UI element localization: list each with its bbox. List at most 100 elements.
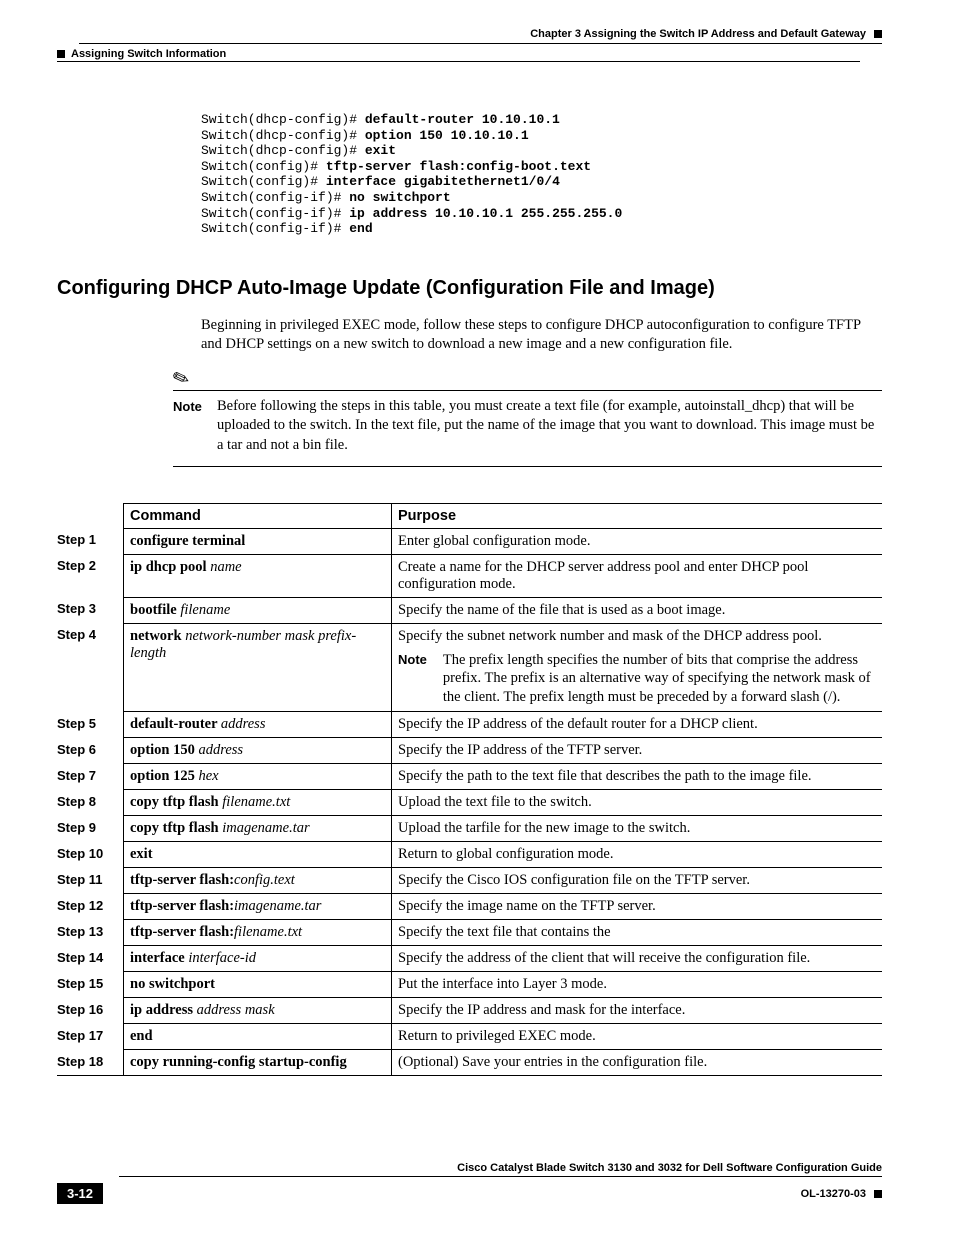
command-italic: config.text xyxy=(234,872,295,888)
purpose-text: Specify the image name on the TFTP serve… xyxy=(398,898,876,915)
purpose-cell: Specify the IP address and mask for the … xyxy=(392,998,883,1024)
command-cell: network network-number mask prefix-lengt… xyxy=(124,623,392,712)
purpose-cell: Upload the tarfile for the new image to … xyxy=(392,816,883,842)
table-row: Step 8copy tftp flash filename.txtUpload… xyxy=(57,790,882,816)
command-cell: default-router address xyxy=(124,712,392,738)
note-block: ✎ Note Before following the steps in thi… xyxy=(173,369,882,467)
purpose-text: Upload the text file to the switch. xyxy=(398,794,876,811)
purpose-cell: Put the interface into Layer 3 mode. xyxy=(392,972,883,998)
purpose-text: Create a name for the DHCP server addres… xyxy=(398,559,876,593)
table-row: Step 4network network-number mask prefix… xyxy=(57,623,882,712)
command-cell: end xyxy=(124,1024,392,1050)
table-row: Step 3bootfile filenameSpecify the name … xyxy=(57,597,882,623)
section-heading: Configuring DHCP Auto-Image Update (Conf… xyxy=(57,277,882,300)
table-header-command: Command xyxy=(124,503,392,528)
intro-paragraph: Beginning in privileged EXEC mode, follo… xyxy=(201,316,882,355)
step-label: Step 14 xyxy=(57,946,124,972)
table-row: Step 15no switchport Put the interface in… xyxy=(57,972,882,998)
command-cell: copy running-config startup-config xyxy=(124,1050,392,1076)
footer-square-icon xyxy=(874,1190,882,1198)
step-label: Step 5 xyxy=(57,712,124,738)
code-cmd: interface gigabitethernet1/0/4 xyxy=(326,174,560,189)
step-label: Step 7 xyxy=(57,764,124,790)
step-label: Step 8 xyxy=(57,790,124,816)
step-label: Step 11 xyxy=(57,868,124,894)
step-label: Step 18 xyxy=(57,1050,124,1076)
command-cell: tftp-server flash:imagename.tar xyxy=(124,894,392,920)
command-bold: ip dhcp pool xyxy=(130,559,210,575)
purpose-text: Return to privileged EXEC mode. xyxy=(398,1028,876,1045)
step-label: Step 6 xyxy=(57,738,124,764)
table-row: Step 5default-router addressSpecify the … xyxy=(57,712,882,738)
code-prompt: Switch(config)# xyxy=(201,159,326,174)
step-label: Step 1 xyxy=(57,528,124,554)
command-bold: bootfile xyxy=(130,602,180,618)
code-prompt: Switch(config-if)# xyxy=(201,206,349,221)
purpose-text: Upload the tarfile for the new image to … xyxy=(398,820,876,837)
purpose-cell: Enter global configuration mode. xyxy=(392,528,883,554)
purpose-cell: Specify the text file that contains the xyxy=(392,920,883,946)
purpose-cell: Specify the subnet network number and ma… xyxy=(392,623,883,712)
command-bold: end xyxy=(130,1028,153,1044)
step-label: Step 16 xyxy=(57,998,124,1024)
purpose-text: (Optional) Save your entries in the conf… xyxy=(398,1054,876,1071)
code-prompt: Switch(dhcp-config)# xyxy=(201,143,365,158)
purpose-cell: Create a name for the DHCP server addres… xyxy=(392,554,883,597)
code-cmd: no switchport xyxy=(349,190,450,205)
command-italic: filename xyxy=(180,602,230,618)
purpose-text: Specify the path to the text file that d… xyxy=(398,768,876,785)
purpose-cell: Specify the name of the file that is use… xyxy=(392,597,883,623)
steps-table: Command Purpose Step 1 configure terminal… xyxy=(57,503,882,1077)
header-rule xyxy=(79,43,882,44)
command-italic: imagename.tar xyxy=(234,898,321,914)
command-italic: imagename.tar xyxy=(222,820,309,836)
footer-title: Cisco Catalyst Blade Switch 3130 and 303… xyxy=(457,1162,882,1174)
purpose-text: Specify the subnet network number and ma… xyxy=(398,628,876,645)
command-bold: copy running-config startup-config xyxy=(130,1054,347,1070)
purpose-text: Specify the name of the file that is use… xyxy=(398,602,876,619)
command-cell: no switchport xyxy=(124,972,392,998)
section-rule xyxy=(57,61,860,62)
command-cell: bootfile filename xyxy=(124,597,392,623)
note-label: Note xyxy=(173,397,205,456)
step-label: Step 10 xyxy=(57,842,124,868)
code-block: Switch(dhcp-config)# default-router 10.1… xyxy=(201,112,882,237)
step-label: Step 4 xyxy=(57,623,124,712)
purpose-note-label: Note xyxy=(398,651,427,708)
purpose-cell: Specify the Cisco IOS configuration file… xyxy=(392,868,883,894)
table-row: Step 10exitReturn to global configuratio… xyxy=(57,842,882,868)
chapter-label: Chapter 3 Assigning the Switch IP Addres… xyxy=(530,28,866,40)
table-row: Step 9copy tftp flash imagename.tarUploa… xyxy=(57,816,882,842)
running-header: Chapter 3 Assigning the Switch IP Addres… xyxy=(57,28,882,40)
note-top-rule xyxy=(173,390,882,391)
code-prompt: Switch(dhcp-config)# xyxy=(201,128,365,143)
table-header-purpose: Purpose xyxy=(392,503,883,528)
step-label: Step 2 xyxy=(57,554,124,597)
command-cell: option 150 address xyxy=(124,738,392,764)
step-label: Step 17 xyxy=(57,1024,124,1050)
purpose-text: Specify the Cisco IOS configuration file… xyxy=(398,872,876,889)
page: Chapter 3 Assigning the Switch IP Addres… xyxy=(0,0,954,1232)
command-bold: option 150 xyxy=(130,742,199,758)
command-bold: copy tftp flash xyxy=(130,794,222,810)
doc-id: OL-13270-03 xyxy=(801,1188,866,1200)
command-bold: configure terminal xyxy=(130,533,245,549)
purpose-text: Specify the text file that contains the xyxy=(398,924,876,941)
purpose-cell: Upload the text file to the switch. xyxy=(392,790,883,816)
command-italic: name xyxy=(210,559,241,575)
code-cmd: end xyxy=(349,221,372,236)
table-row: Step 17 end Return to privileged EXEC mode… xyxy=(57,1024,882,1050)
code-cmd: exit xyxy=(365,143,396,158)
page-number-badge: 3-12 xyxy=(57,1183,103,1204)
command-italic: interface-id xyxy=(188,950,256,966)
command-italic: address xyxy=(221,716,266,732)
table-row: Step 1 configure terminal Enter global con… xyxy=(57,528,882,554)
purpose-text: Specify the IP address of the default ro… xyxy=(398,716,876,733)
purpose-note: NoteThe prefix length specifies the numb… xyxy=(398,651,876,708)
command-bold: default-router xyxy=(130,716,221,732)
purpose-text: Put the interface into Layer 3 mode. xyxy=(398,976,876,993)
purpose-cell: Return to privileged EXEC mode. xyxy=(392,1024,883,1050)
step-label: Step 15 xyxy=(57,972,124,998)
section-label: Assigning Switch Information xyxy=(71,48,226,60)
code-prompt: Switch(config-if)# xyxy=(201,221,349,236)
